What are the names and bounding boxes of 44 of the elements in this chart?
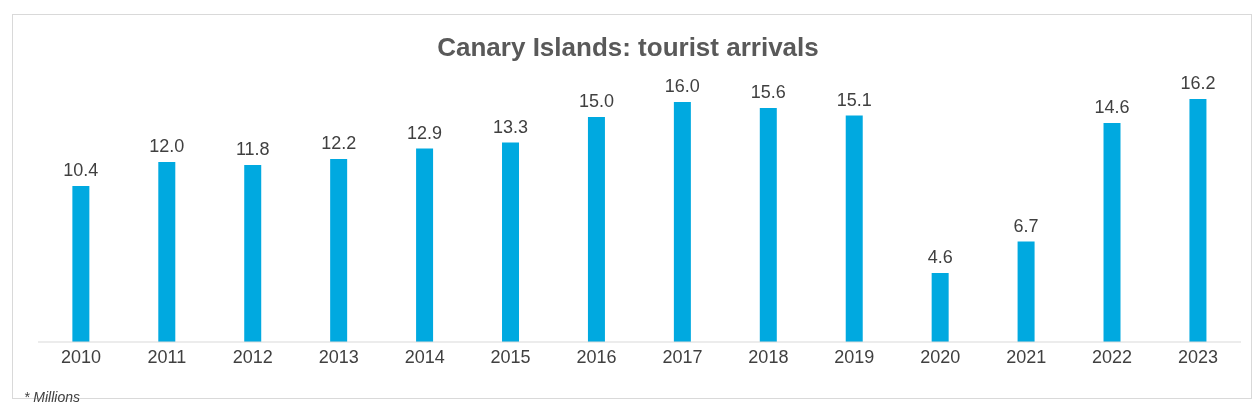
x-tick-label: 2012 [232, 346, 273, 367]
x-tick-label: 2014 [404, 346, 445, 367]
bar [502, 142, 520, 342]
data-label: 12.9 [407, 122, 443, 143]
data-label: 15.0 [578, 91, 614, 111]
bar [244, 165, 262, 342]
bar [759, 108, 777, 342]
data-label: 15.1 [836, 89, 872, 110]
x-tick-label: 2018 [748, 346, 789, 367]
x-tick-label: 2019 [834, 346, 875, 367]
x-tick-label: 2023 [1178, 346, 1219, 367]
x-tick-label: 2015 [490, 346, 531, 367]
x-tick-label: 2013 [318, 346, 359, 367]
x-tick-label: 2022 [1092, 346, 1133, 367]
data-label: 13.3 [492, 116, 529, 137]
data-label: 12.0 [149, 136, 185, 156]
data-label: 12.2 [321, 133, 357, 153]
x-tick-label: 2021 [1006, 346, 1047, 367]
data-label: 15.6 [750, 82, 786, 102]
bar [587, 117, 605, 342]
x-tick-label: 2016 [576, 346, 617, 367]
bar [416, 148, 434, 342]
data-label: 14.6 [1094, 97, 1130, 117]
text: * Millions [24, 389, 81, 405]
data-label: 11.8 [235, 139, 270, 159]
bar [931, 273, 949, 342]
x-tick-label: 2017 [662, 346, 703, 367]
bar [158, 162, 176, 342]
bar [1017, 241, 1035, 342]
x-tick-label: 2020 [920, 346, 961, 367]
x-tick-label: 2011 [147, 346, 187, 367]
bar [673, 102, 691, 342]
data-label: 6.7 [1013, 215, 1039, 236]
bar [1103, 123, 1121, 342]
bar [845, 115, 863, 342]
data-label: 4.6 [927, 247, 953, 267]
bar [1189, 99, 1207, 342]
bar [330, 159, 348, 342]
data-label: 16.0 [664, 76, 700, 96]
chart-title: Canary Islands: tourist arrivals [436, 32, 820, 63]
bar [72, 186, 90, 342]
x-tick-label: 2010 [60, 346, 101, 367]
data-label: 10.4 [63, 160, 99, 180]
data-label: 16.2 [1180, 73, 1216, 93]
